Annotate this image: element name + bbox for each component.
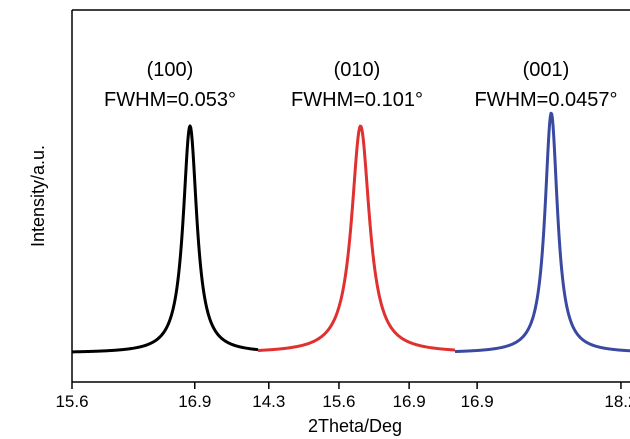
x-tick-label: 18.2 <box>604 392 630 411</box>
axes <box>71 9 630 383</box>
series-line-001 <box>454 111 630 354</box>
peak-annotations: (100) FWHM=0.053° (010) FWHM=0.101° (001) FWH… <box>104 59 617 111</box>
x-ticks: 15.6 16.9 14.3 15.6 16.9 16.9 18.2 <box>55 382 630 411</box>
peak-index-label-001: (001) <box>523 59 570 81</box>
x-tick-label: 16.9 <box>461 392 494 411</box>
plot-lines <box>71 111 630 354</box>
x-axis-title: 2Theta/Deg <box>308 416 402 436</box>
x-tick-label: 16.9 <box>178 392 211 411</box>
peak-index-label-010: (010) <box>334 59 381 81</box>
series-line-010 <box>257 124 456 352</box>
x-tick-label: 15.6 <box>322 392 355 411</box>
fwhm-label-001: FWHM=0.0457° <box>474 89 617 111</box>
fwhm-label-010: FWHM=0.101° <box>291 89 423 111</box>
x-tick-label: 14.3 <box>252 392 285 411</box>
fwhm-label-100: FWHM=0.053° <box>104 89 236 111</box>
series-line-100 <box>71 124 259 354</box>
x-tick-label: 15.6 <box>55 392 88 411</box>
x-tick-label: 16.9 <box>393 392 426 411</box>
peak-index-label-100: (100) <box>147 59 194 81</box>
y-axis-title: Intensity/a.u. <box>28 145 48 247</box>
